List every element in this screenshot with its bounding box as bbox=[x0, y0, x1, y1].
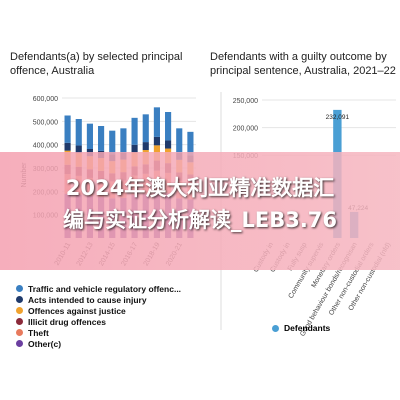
chart1-legend-item: Acts intended to cause injury bbox=[16, 294, 181, 305]
chart1-legend-item: Offences against justice bbox=[16, 305, 181, 316]
chart1-legend-label: Other(c) bbox=[28, 338, 62, 349]
chart1-legend-label: Illicit drug offences bbox=[28, 316, 106, 327]
chart1-legend-label: Traffic and vehicle regulatory offenc... bbox=[28, 283, 182, 294]
chart1-bar-segment bbox=[165, 140, 172, 149]
chart1-bar-segment bbox=[142, 114, 149, 143]
banner-line-2: 编与实证分析解读_LEB3.76 bbox=[62, 208, 338, 232]
banner-line-1: 2024年澳大利亚精准数据汇 bbox=[65, 176, 335, 200]
chart1-bar-segment bbox=[64, 142, 71, 151]
chart1-bar-segment bbox=[86, 123, 93, 149]
chart1-legend-dot bbox=[16, 296, 23, 303]
chart1-bar-segment bbox=[109, 130, 116, 155]
chart1-bar-segment bbox=[64, 115, 71, 143]
overlay-banner bbox=[0, 152, 400, 270]
chart1-bar-segment bbox=[153, 136, 160, 146]
chart1-bar-segment bbox=[98, 126, 105, 151]
chart1-ytick-label: 400,000 bbox=[33, 143, 58, 150]
chart1-bar-segment bbox=[176, 128, 183, 153]
chart1-bar-segment bbox=[142, 142, 149, 151]
chart1-bar-segment bbox=[187, 131, 194, 156]
chart2-data-label: 232,091 bbox=[326, 114, 350, 121]
legend-dot-defendants bbox=[272, 324, 279, 332]
chart1-legend-dot bbox=[16, 340, 23, 347]
chart1-ytick-label: 600,000 bbox=[33, 96, 58, 103]
chart1-legend-dot bbox=[16, 329, 23, 336]
chart2-title: Defendants with a guilty outcome by prin… bbox=[210, 51, 396, 77]
chart1-legend-item: Other(c) bbox=[16, 338, 181, 349]
chart1-legend-dot bbox=[16, 285, 23, 292]
chart1-bar-segment bbox=[75, 119, 82, 146]
chart1-legend-label: Offences against justice bbox=[28, 305, 126, 316]
chart1-title: Defendants(a) by selected principal offe… bbox=[10, 51, 183, 77]
chart1-bar-segment bbox=[131, 117, 138, 145]
chart2-legend: Defendants bbox=[272, 323, 330, 333]
chart1-legend-dot bbox=[16, 318, 23, 325]
legend-label-defendants: Defendants bbox=[284, 323, 331, 333]
chart2-ytick-label: 250,000 bbox=[233, 98, 258, 105]
chart1-legend-item: Traffic and vehicle regulatory offenc... bbox=[16, 283, 181, 294]
chart1-bar-segment bbox=[75, 145, 82, 154]
chart1-ytick-label: 500,000 bbox=[33, 119, 58, 126]
chart1-bar-segment bbox=[120, 128, 127, 153]
chart1-legend-label: Acts intended to cause injury bbox=[28, 294, 147, 305]
chart1-legend-item: Theft bbox=[16, 327, 181, 338]
chart1-bar-segment bbox=[153, 107, 160, 137]
chart1-legend: Traffic and vehicle regulatory offenc...… bbox=[16, 283, 181, 349]
chart1-bar-segment bbox=[165, 112, 172, 141]
chart2-ytick-label: 200,000 bbox=[233, 126, 258, 133]
chart1-legend-label: Theft bbox=[28, 327, 49, 338]
chart1-legend-item: Illicit drug offences bbox=[16, 316, 181, 327]
chart1-bar-segment bbox=[131, 144, 138, 153]
chart1-legend-dot bbox=[16, 307, 23, 314]
